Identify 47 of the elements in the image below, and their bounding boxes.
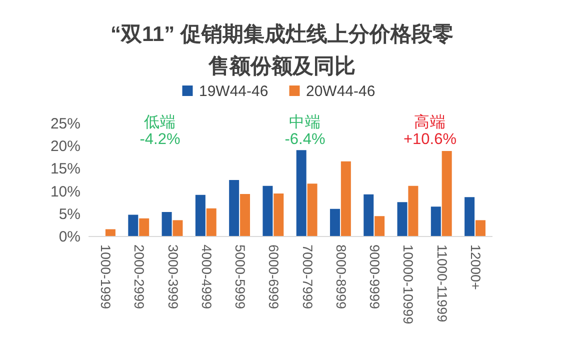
bar [262, 186, 273, 236]
bar [330, 208, 340, 236]
bar [307, 184, 318, 236]
x-tick-label: 12000+ [468, 244, 484, 290]
annotation: 高端 +10.6% [403, 113, 457, 148]
bar [172, 220, 183, 236]
x-tick-label: 2000-2999 [132, 244, 147, 310]
bar [296, 150, 306, 236]
bar [206, 208, 216, 236]
bar [430, 206, 441, 236]
x-tick-label: 5000-5999 [232, 244, 248, 310]
x-tick-label: 1000-1999 [98, 244, 113, 310]
bar [475, 220, 486, 236]
bar [408, 186, 418, 236]
bar [374, 216, 385, 236]
bar [464, 197, 475, 236]
bar [442, 151, 452, 236]
chart-title: “双11” 促销期集成灶线上分价格段零售额份额及同比 [110, 23, 454, 78]
bar [105, 229, 116, 236]
bar [364, 194, 374, 236]
y-tick-label: 5% [58, 206, 80, 223]
bar [195, 194, 206, 236]
x-tick-label: 7000-7999 [300, 244, 315, 310]
x-tick-label: 8000-8999 [333, 244, 348, 310]
annotation: 低端 -4.2% [140, 113, 180, 148]
y-tick-label: 15% [50, 160, 80, 178]
annotation: 中端 -6.4% [284, 113, 326, 148]
y-tick-label: 25% [50, 116, 80, 132]
bar [128, 214, 138, 236]
y-tick-label: 0% [58, 228, 80, 246]
legend-label: 20W44-46 [306, 82, 376, 100]
x-tick-label: 3000-3999 [165, 244, 180, 310]
bar [139, 218, 150, 236]
x-tick-label: 6000-6999 [266, 244, 282, 310]
bar [340, 161, 351, 236]
x-tick-label: 9000-9999 [367, 244, 382, 310]
bar [274, 194, 284, 236]
x-tick-label: 4000-4999 [198, 244, 214, 310]
x-tick-label: 11000-11999 [434, 244, 450, 322]
bar [229, 180, 240, 236]
y-tick-label: 20% [50, 138, 80, 156]
bar [240, 194, 250, 236]
bar [397, 202, 408, 236]
bar [162, 212, 172, 236]
legend-label: 19W44-46 [199, 82, 268, 100]
x-tick-label: 10000-10999 [400, 244, 416, 324]
y-tick-label: 10% [50, 183, 80, 200]
